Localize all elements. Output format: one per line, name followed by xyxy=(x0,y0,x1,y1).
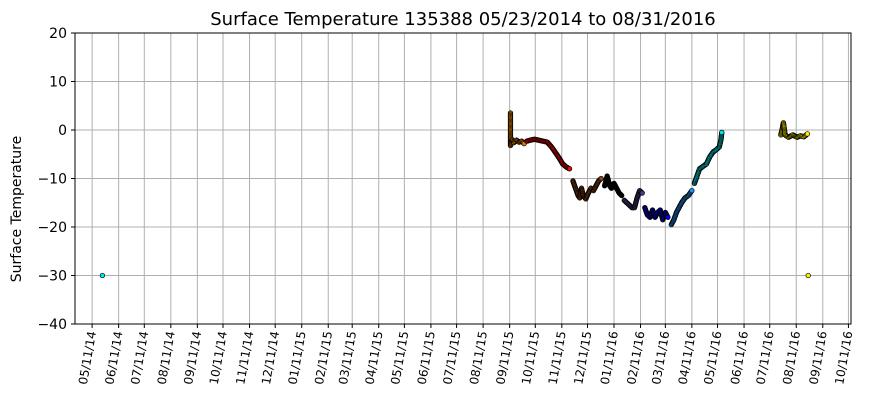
x-tick-label: 05/11/16 xyxy=(701,330,724,386)
data-point xyxy=(619,192,625,199)
x-tick-label: 08/11/15 xyxy=(467,330,490,386)
y-tick-label: −30 xyxy=(37,269,67,285)
chart-title: Surface Temperature 135388 05/23/2014 to… xyxy=(210,9,715,30)
x-tick-label: 04/11/16 xyxy=(676,330,699,386)
x-tick-label: 05/11/15 xyxy=(388,330,411,386)
x-tick-label: 07/11/14 xyxy=(128,330,151,386)
x-tick-label: 01/11/15 xyxy=(286,330,309,386)
x-tick-label: 06/11/14 xyxy=(102,330,125,386)
data-point xyxy=(689,187,695,194)
data-point xyxy=(665,214,671,220)
y-tick-label: 20 xyxy=(49,26,67,42)
x-tick-label: 03/11/15 xyxy=(336,330,359,386)
y-tick-label: 10 xyxy=(49,75,67,91)
y-tick-label: −10 xyxy=(37,172,67,188)
x-tick-label: 07/11/15 xyxy=(440,330,463,386)
x-tick-label: 08/11/14 xyxy=(155,330,178,386)
x-tick-label: 10/11/16 xyxy=(832,330,855,386)
x-tick-label: 09/11/14 xyxy=(181,330,204,386)
data-point xyxy=(99,272,106,279)
data-point xyxy=(719,129,725,136)
x-tick-label: 03/11/16 xyxy=(649,330,672,386)
data-points xyxy=(99,110,811,279)
x-tick-label: 12/11/15 xyxy=(571,330,594,386)
data-point xyxy=(804,131,811,137)
y-axis-label: Surface Temperature xyxy=(9,136,25,282)
x-tick-label: 10/11/14 xyxy=(207,330,230,386)
x-tick-label: 08/11/16 xyxy=(780,330,803,386)
x-tick-label: 10/11/15 xyxy=(519,330,542,386)
x-tick-label: 09/11/16 xyxy=(807,330,830,386)
x-tick-label: 01/11/16 xyxy=(598,330,621,386)
x-tick-label: 06/11/16 xyxy=(728,330,751,386)
x-tick-label: 02/11/16 xyxy=(624,330,647,386)
plot-frame xyxy=(74,32,852,325)
x-tick-label: 04/11/15 xyxy=(363,330,386,386)
y-tick-label: 0 xyxy=(58,123,67,139)
x-tick-label: 12/11/14 xyxy=(259,330,282,386)
x-tick-label: 09/11/15 xyxy=(493,330,516,386)
data-point xyxy=(805,272,811,279)
x-tick-label: 06/11/15 xyxy=(415,330,438,386)
x-tick-label: 07/11/16 xyxy=(754,330,777,386)
grid-lines xyxy=(75,32,851,325)
x-tick-label: 05/11/14 xyxy=(76,330,99,386)
x-tick-label: 11/11/14 xyxy=(233,330,256,386)
x-tick-label: 11/11/15 xyxy=(546,330,569,386)
data-point xyxy=(639,190,645,196)
y-tick-label: −40 xyxy=(37,317,67,333)
y-tick-label: −20 xyxy=(37,220,67,236)
data-point xyxy=(566,166,573,172)
data-point xyxy=(598,175,604,182)
x-tick-label: 02/11/15 xyxy=(312,330,335,386)
